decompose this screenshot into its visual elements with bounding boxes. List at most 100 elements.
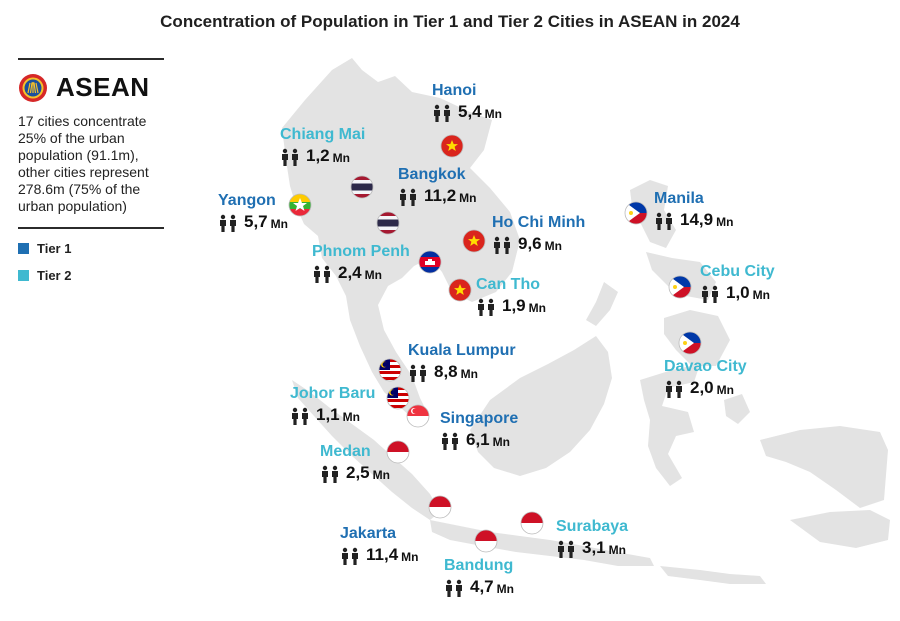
population: 3,1 Mn: [556, 538, 628, 558]
legend: Tier 1 Tier 2: [18, 241, 164, 283]
population: 11,2 Mn: [398, 186, 476, 206]
population-unit: Mn: [270, 217, 288, 231]
indonesia-flag-icon: [474, 529, 498, 553]
lesser-sunda: [660, 566, 766, 584]
population-unit: Mn: [460, 367, 478, 381]
population-value: 6,1: [466, 430, 490, 449]
asean-brand: ASEAN: [18, 72, 164, 103]
city-ho-chi-minh: Ho Chi Minh 9,6 Mn: [492, 214, 585, 254]
population-unit: Mn: [401, 550, 419, 564]
population: 8,8 Mn: [408, 362, 516, 382]
singapore-flag-icon: [406, 404, 430, 428]
population-value: 8,8: [434, 362, 458, 381]
legend-swatch: [18, 270, 29, 281]
people-icon: [666, 380, 682, 398]
legend-item-tier2: Tier 2: [18, 268, 164, 283]
city-name: Johor Baru: [290, 385, 376, 402]
population: 11,4 Mn: [340, 545, 418, 565]
population-unit: Mn: [332, 151, 350, 165]
timor: [790, 510, 890, 548]
population-unit: Mn: [496, 582, 514, 596]
population: 9,6 Mn: [492, 234, 585, 254]
population-value: 4,7: [470, 577, 494, 596]
city-cebu-city: Cebu City 1,0 Mn: [700, 263, 775, 303]
city-bangkok: Bangkok 11,2 Mn: [398, 166, 476, 206]
thailand-flag-icon: [350, 175, 374, 199]
city-name: Kuala Lumpur: [408, 342, 516, 359]
population: 5,4 Mn: [432, 102, 502, 122]
population-value: 14,9: [680, 210, 714, 229]
population-value: 2,4: [338, 263, 362, 282]
population-unit: Mn: [544, 239, 562, 253]
city-kuala-lumpur: Kuala Lumpur 8,8 Mn: [408, 342, 516, 382]
people-icon: [656, 212, 672, 230]
brand-name: ASEAN: [56, 72, 150, 102]
city-name: Medan: [320, 443, 371, 460]
top-rule: [18, 58, 164, 60]
people-icon: [314, 265, 330, 283]
population-value: 11,2: [424, 186, 457, 205]
city-name: Yangon: [218, 192, 276, 209]
map-title: Concentration of Population in Tier 1 an…: [160, 12, 740, 31]
population: 2,4 Mn: [312, 263, 410, 283]
luzon: [630, 180, 676, 248]
sidebar: ASEAN 17 cities concentrate 25% of the u…: [18, 58, 164, 283]
population-value: 11,4: [366, 545, 399, 564]
population-unit: Mn: [528, 301, 546, 315]
legend-item-tier1: Tier 1: [18, 241, 164, 256]
city-yangon: Yangon 5,7 Mn: [218, 192, 288, 232]
population-unit: Mn: [364, 268, 382, 282]
population-value: 2,5: [346, 463, 370, 482]
people-icon: [442, 432, 458, 450]
people-icon: [478, 298, 494, 316]
city-singapore: Singapore 6,1 Mn: [440, 410, 518, 450]
people-icon: [494, 236, 510, 254]
philippines-flag-icon: [668, 275, 692, 299]
indonesia-flag-icon: [520, 511, 544, 535]
population-unit: Mn: [484, 107, 502, 121]
sulawesi: [640, 364, 700, 486]
population: 14,9 Mn: [654, 210, 733, 230]
people-icon: [410, 364, 426, 382]
malaysia-flag-icon: [386, 386, 410, 410]
population-value: 2,0: [690, 378, 714, 397]
philippines-flag-icon: [624, 201, 648, 225]
people-icon: [322, 465, 338, 483]
people-icon: [702, 285, 718, 303]
philippines-flag-icon: [678, 331, 702, 355]
city-name: Bandung: [444, 557, 514, 574]
population-value: 1,1: [316, 405, 340, 424]
population: 5,7 Mn: [218, 212, 288, 232]
city-name: Surabaya: [556, 518, 629, 535]
population-value: 5,4: [458, 102, 482, 121]
city-name: Hanoi: [432, 82, 477, 99]
description: 17 cities concentrate 25% of the urban p…: [18, 113, 149, 214]
population-unit: Mn: [752, 288, 770, 302]
population: 2,5 Mn: [320, 463, 390, 483]
indonesia-flag-icon: [386, 440, 410, 464]
population-value: 5,7: [244, 212, 268, 231]
people-icon: [220, 214, 236, 232]
city-name: Bangkok: [398, 166, 466, 183]
population: 1,2 Mn: [280, 146, 365, 166]
borneo: [470, 336, 612, 476]
population-value: 9,6: [518, 234, 542, 253]
population-value: 1,0: [726, 283, 750, 302]
population-value: 1,9: [502, 296, 526, 315]
flags-layer: [288, 134, 702, 553]
city-medan: Medan 2,5 Mn: [320, 443, 390, 483]
city-manila: Manila 14,9 Mn: [654, 190, 733, 230]
people-icon: [558, 540, 574, 558]
asean-logo-icon: [19, 73, 47, 102]
city-name: Cebu City: [700, 263, 775, 280]
population-unit: Mn: [492, 435, 510, 449]
maluku: [724, 394, 750, 424]
city-jakarta: Jakarta 11,4 Mn: [340, 525, 418, 565]
population-unit: Mn: [716, 383, 734, 397]
city-phnom-penh: Phnom Penh 2,4 Mn: [312, 243, 410, 283]
population-unit: Mn: [459, 191, 477, 205]
people-icon: [400, 188, 416, 206]
indonesia-flag-icon: [428, 495, 452, 519]
city-can-tho: Can Tho 1,9 Mn: [476, 276, 546, 316]
